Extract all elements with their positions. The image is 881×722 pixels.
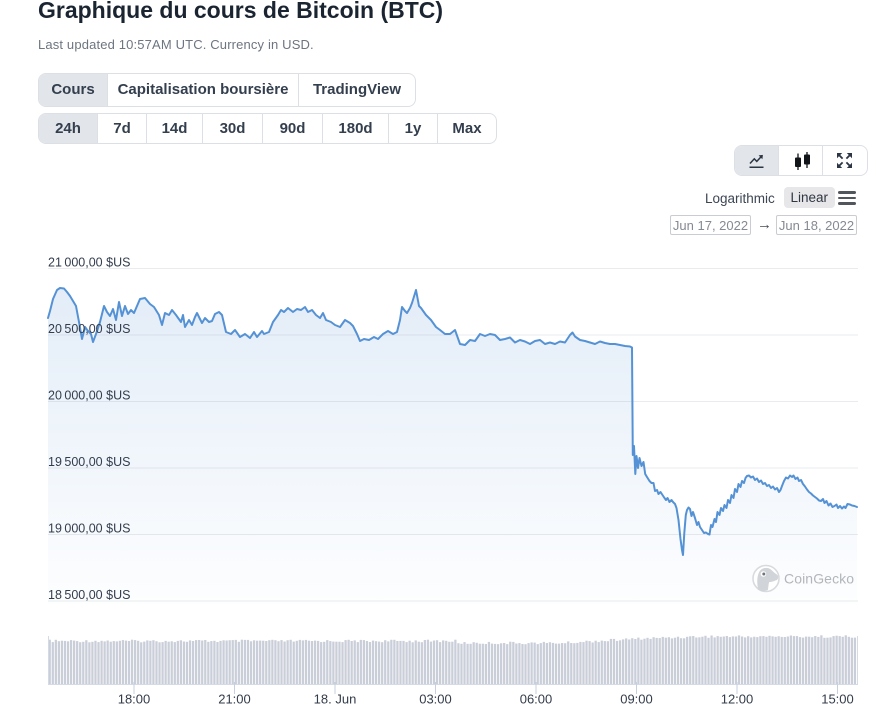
svg-text:18:00: 18:00 — [118, 692, 151, 707]
svg-text:20 500,00 $US: 20 500,00 $US — [48, 322, 130, 336]
svg-text:19 500,00 $US: 19 500,00 $US — [48, 455, 130, 469]
svg-text:15:00: 15:00 — [821, 692, 854, 707]
svg-text:CoinGecko: CoinGecko — [784, 571, 854, 587]
svg-text:20 000,00 $US: 20 000,00 $US — [48, 389, 130, 403]
svg-text:06:00: 06:00 — [520, 692, 553, 707]
svg-text:19 000,00 $US: 19 000,00 $US — [48, 522, 130, 536]
svg-text:09:00: 09:00 — [620, 692, 653, 707]
svg-text:21:00: 21:00 — [218, 692, 251, 707]
svg-text:18. Jun: 18. Jun — [314, 692, 357, 707]
svg-text:03:00: 03:00 — [419, 692, 452, 707]
svg-text:18 500,00 $US: 18 500,00 $US — [48, 588, 130, 602]
svg-text:21 000,00 $US: 21 000,00 $US — [48, 256, 130, 270]
svg-text:12:00: 12:00 — [721, 692, 754, 707]
